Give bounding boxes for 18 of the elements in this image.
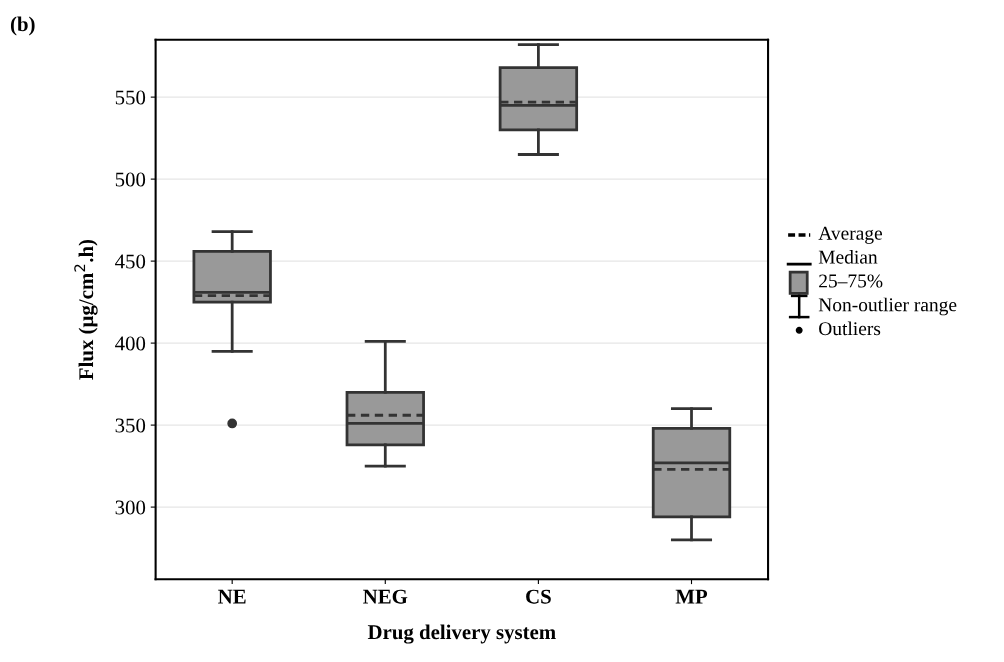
- y-tick-label: 400: [115, 336, 146, 351]
- text: Outliers: [819, 321, 881, 336]
- y-tick-label: 300: [115, 500, 146, 515]
- x-tick-label: NE: [218, 589, 246, 604]
- chart-title: (b): [10, 16, 35, 36]
- y-tick-label: 550: [115, 90, 146, 105]
- text: 25–75%: [819, 274, 883, 288]
- text: Median: [818, 250, 878, 264]
- y-tick-label: 450: [115, 254, 146, 269]
- text: Average: [818, 226, 883, 244]
- x-axis-title: Drug delivery system: [367, 624, 556, 644]
- x-tick-label: MP: [675, 589, 708, 604]
- y-tick-label: 350: [115, 418, 146, 433]
- text: Non-outlier range: [818, 297, 957, 316]
- x-tick-label: CS: [526, 589, 551, 604]
- y-axis-title: Flux (µg/cm$^{2}$.h): [74, 239, 98, 380]
- y-tick-label: 500: [115, 172, 146, 187]
- x-tick-label: NEG: [363, 589, 408, 604]
